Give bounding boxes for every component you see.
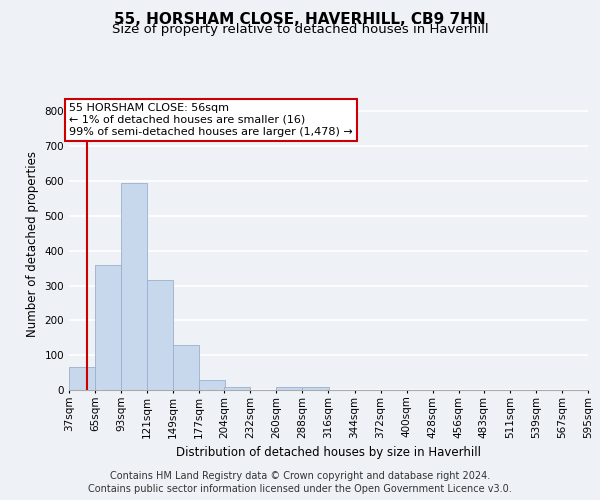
Bar: [199, 380, 225, 390]
Text: 55 HORSHAM CLOSE: 56sqm
← 1% of detached houses are smaller (16)
99% of semi-det: 55 HORSHAM CLOSE: 56sqm ← 1% of detached…: [69, 104, 353, 136]
Bar: [69, 368, 95, 390]
Text: Contains HM Land Registry data © Crown copyright and database right 2024.: Contains HM Land Registry data © Crown c…: [110, 471, 490, 481]
Text: Contains public sector information licensed under the Open Government Licence v3: Contains public sector information licen…: [88, 484, 512, 494]
Text: 55, HORSHAM CLOSE, HAVERHILL, CB9 7HN: 55, HORSHAM CLOSE, HAVERHILL, CB9 7HN: [114, 12, 486, 28]
Bar: [147, 280, 173, 390]
Bar: [277, 386, 302, 390]
Text: Size of property relative to detached houses in Haverhill: Size of property relative to detached ho…: [112, 22, 488, 36]
Bar: [121, 183, 147, 390]
X-axis label: Distribution of detached houses by size in Haverhill: Distribution of detached houses by size …: [176, 446, 481, 459]
Bar: [224, 386, 250, 390]
Bar: [302, 386, 329, 390]
Y-axis label: Number of detached properties: Number of detached properties: [26, 151, 39, 337]
Bar: [173, 344, 199, 390]
Bar: [95, 264, 121, 390]
